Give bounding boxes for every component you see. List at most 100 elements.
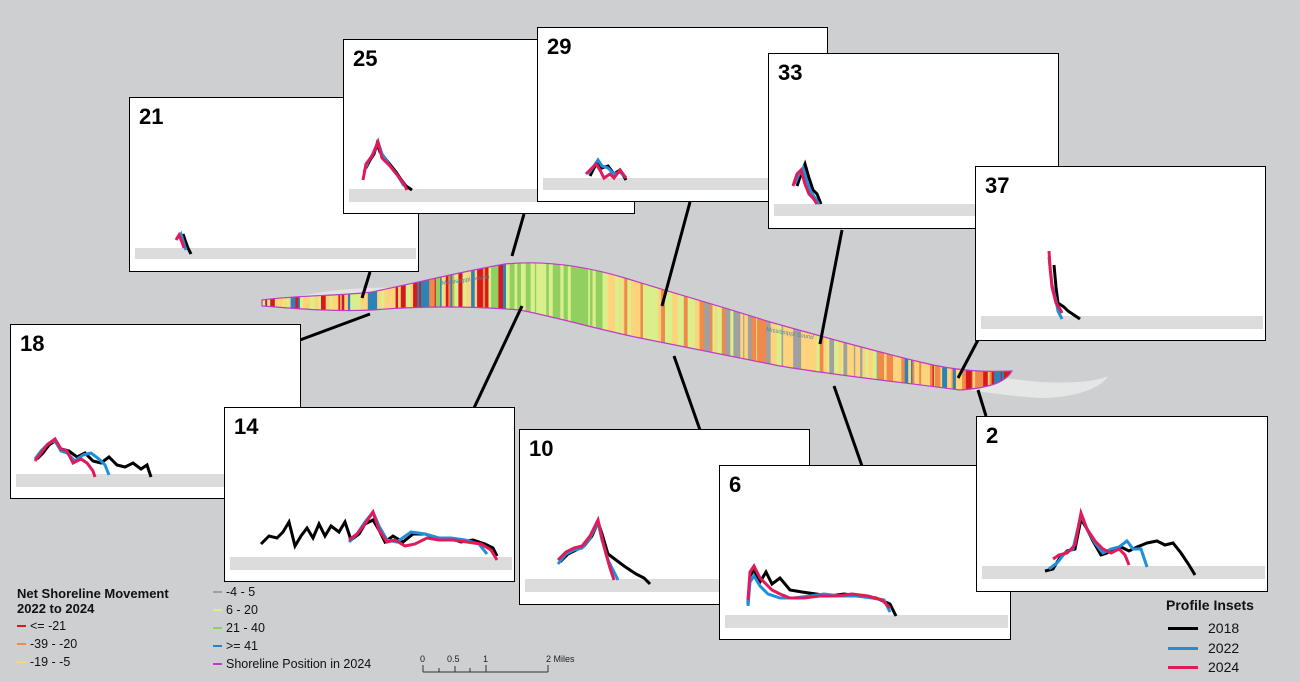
transect-stripe xyxy=(619,262,621,390)
inset-label: 25 xyxy=(353,46,378,71)
transect-stripe xyxy=(312,262,315,390)
leader-lines xyxy=(299,201,988,467)
transect-stripe xyxy=(433,262,435,390)
transect-stripe xyxy=(735,262,740,390)
legend-item: 21 - 40 xyxy=(213,621,265,635)
inset-label: 14 xyxy=(234,414,259,439)
transect-stripe xyxy=(812,262,818,390)
transect-stripe xyxy=(770,262,774,390)
inset-label: 2 xyxy=(986,423,999,448)
transect-stripe xyxy=(843,262,848,390)
transect-stripe xyxy=(793,262,797,390)
transect-stripe xyxy=(886,262,891,390)
profile-legend-swatch xyxy=(1168,626,1198,630)
transect-stripe xyxy=(353,262,358,390)
legend-item: -19 - -5 xyxy=(17,655,70,669)
transect-stripe xyxy=(786,262,790,390)
transect-stripe xyxy=(624,262,628,390)
transect-stripe xyxy=(614,262,616,390)
transect-stripe xyxy=(860,262,863,390)
transect-stripe xyxy=(648,262,655,390)
transect-stripe xyxy=(857,262,861,390)
transect-stripe xyxy=(536,262,540,390)
profile-2024 xyxy=(746,563,892,610)
transect-stripe xyxy=(377,262,382,390)
legend-swatch xyxy=(17,625,26,627)
legend-swatch xyxy=(17,643,26,645)
transect-stripe xyxy=(357,262,361,390)
profile-plot xyxy=(230,508,512,570)
profile-2022 xyxy=(362,137,406,187)
profile-2018 xyxy=(1052,264,1081,321)
transect-stripe xyxy=(615,262,620,390)
legend-title-line: Net Shoreline Movement xyxy=(17,586,169,601)
transect-stripe xyxy=(395,262,399,390)
transect-stripe xyxy=(725,262,727,390)
transect-stripe xyxy=(597,262,600,390)
transect-stripe xyxy=(690,262,694,390)
transect-stripe xyxy=(330,262,333,390)
transect-stripe xyxy=(672,262,676,390)
transect-stripe xyxy=(934,262,940,390)
transect-stripe xyxy=(710,262,713,390)
transect-stripe xyxy=(372,262,378,390)
legend-item: >= 41 xyxy=(213,639,258,653)
legend-item: 6 - 20 xyxy=(213,603,258,617)
transect-stripe xyxy=(321,262,327,390)
transect-stripe xyxy=(620,262,623,390)
shoreline-2024 xyxy=(261,262,1014,391)
transect-stripe xyxy=(694,262,700,390)
profile-legend-title: Profile Insets xyxy=(1166,597,1254,613)
transect-stripe xyxy=(788,262,792,390)
transect-stripe xyxy=(743,262,745,390)
transect-stripe xyxy=(440,262,443,390)
transect-stripe xyxy=(781,262,784,390)
transect-stripe xyxy=(640,262,644,390)
transect-stripe xyxy=(573,262,578,390)
transect-stripe xyxy=(948,262,952,390)
transect-stripe xyxy=(360,262,363,390)
transect-stripe xyxy=(612,262,615,390)
transect-stripe xyxy=(714,262,718,390)
transect-stripe xyxy=(721,262,726,390)
transect-stripe xyxy=(380,262,383,390)
transect-stripe xyxy=(897,262,902,390)
transect-stripe xyxy=(413,262,418,390)
inset-label: 21 xyxy=(139,104,164,129)
transect-stripe xyxy=(548,262,554,390)
transect-stripe xyxy=(868,262,874,390)
transect-stripe xyxy=(884,262,887,390)
transect-stripe xyxy=(699,262,705,390)
transect-stripe xyxy=(740,262,744,390)
legend-item: Shoreline Position in 2024 xyxy=(213,657,371,671)
transect-stripe xyxy=(424,262,430,390)
profile-2024 xyxy=(584,161,628,181)
transect-stripe xyxy=(630,262,636,390)
transect-stripe xyxy=(791,262,794,390)
transect-stripe xyxy=(677,262,682,390)
scale-label: 1 xyxy=(483,654,489,664)
inset-label: 37 xyxy=(985,173,1010,198)
legend-swatch xyxy=(213,627,222,629)
transect-stripe xyxy=(607,262,612,390)
transect-stripe xyxy=(730,262,734,390)
legend-title-line: 2022 to 2024 xyxy=(17,601,95,616)
transect-stripe xyxy=(865,262,869,390)
transect-stripe xyxy=(773,262,775,390)
transect-stripe xyxy=(592,262,597,390)
transect-stripe xyxy=(458,262,463,390)
transect-stripe xyxy=(929,262,933,390)
transect-stripe xyxy=(704,262,710,390)
profile-inset-6: 6 xyxy=(719,465,1011,640)
transect-stripe xyxy=(921,262,927,390)
legend-item: -39 - -20 xyxy=(17,637,77,651)
transect-stripe xyxy=(733,262,736,390)
transect-stripe xyxy=(744,262,747,390)
transect-stripe xyxy=(325,262,331,390)
transect-stripe xyxy=(942,262,948,390)
transect-stripe xyxy=(462,262,467,390)
transect-stripe xyxy=(914,262,920,390)
transect-stripe xyxy=(783,262,788,390)
transect-stripe xyxy=(728,262,731,390)
